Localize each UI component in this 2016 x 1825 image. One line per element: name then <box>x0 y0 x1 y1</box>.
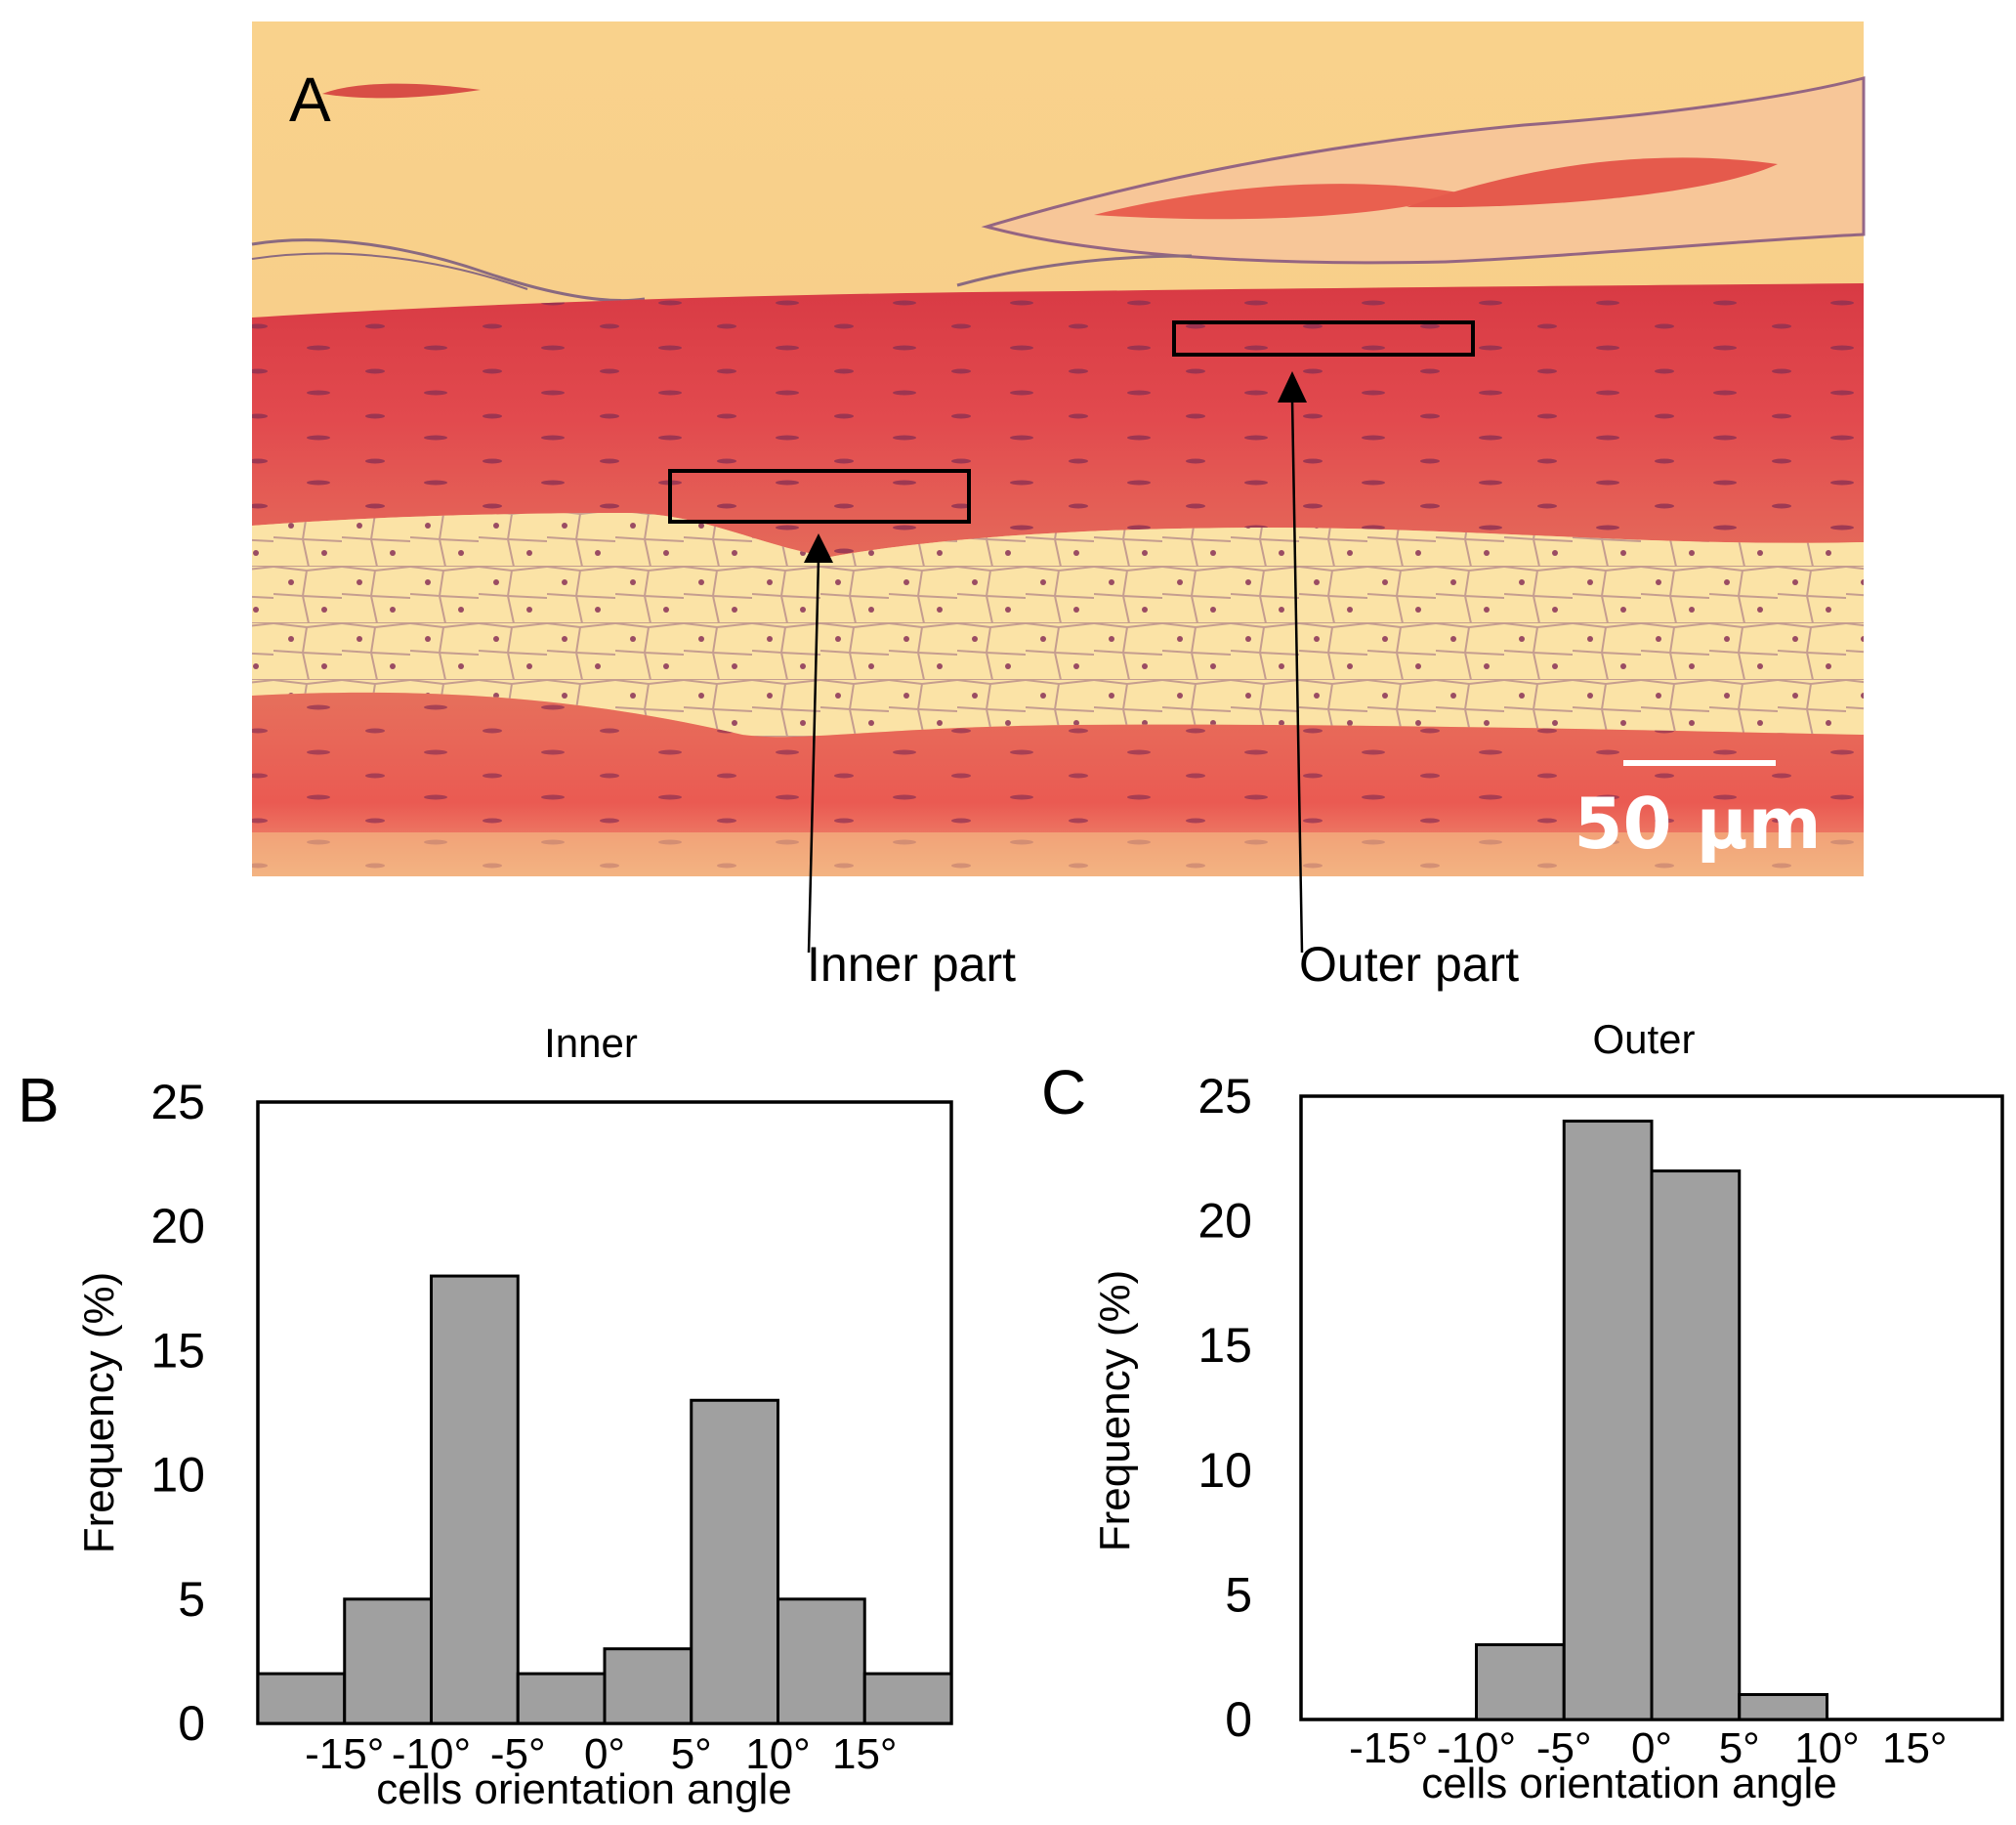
x-tick-label: 10° <box>1794 1724 1860 1772</box>
chart-outer-y-label: Frequency (%) <box>1091 1270 1139 1552</box>
chart-outer-x-label: cells orientation angle <box>1421 1760 1837 1807</box>
chart-inner-y-axis: 0 5 10 15 20 25 <box>150 1075 205 1751</box>
x-tick-label: -5° <box>1536 1724 1592 1772</box>
inner-part-label: Inner part <box>807 937 1016 992</box>
y-tick-label: 5 <box>1225 1567 1252 1622</box>
histogram-bar <box>1475 1642 1566 1721</box>
y-tick-label: 20 <box>1197 1194 1252 1249</box>
x-tick-label: -15° <box>1349 1724 1428 1772</box>
chart-inner-title: Inner <box>544 1020 638 1066</box>
histogram-bar <box>430 1274 520 1725</box>
micrograph: 50 µm A <box>251 21 1866 954</box>
y-tick-label: 0 <box>178 1696 205 1751</box>
x-tick-label: 0° <box>1631 1724 1672 1772</box>
chart-inner: B Inner 0 5 10 15 20 25 -15° -10° -5° 0° 5° 10° 15°… <box>18 1020 953 1813</box>
chart-outer-bars <box>1475 1120 1828 1721</box>
histogram-bar <box>603 1647 693 1725</box>
cartilage-layer <box>252 513 1864 738</box>
y-tick-label: 10 <box>150 1448 205 1503</box>
chart-outer-x-axis: -15° -10° -5° 0° 5° 10° 15° <box>1349 1724 1947 1772</box>
chart-outer-title: Outer <box>1592 1016 1695 1062</box>
inner-region-box <box>668 469 971 524</box>
x-tick-label: 5° <box>1719 1724 1760 1772</box>
y-tick-label: 20 <box>150 1199 205 1253</box>
histogram-bar <box>516 1672 607 1725</box>
x-tick-label: -15° <box>305 1730 384 1778</box>
scale-bar-label: 50 µm <box>1574 783 1821 865</box>
outer-arrowhead <box>1278 371 1307 403</box>
y-tick-label: 5 <box>178 1572 205 1627</box>
chart-outer-y-axis: 0 5 10 15 20 25 <box>1197 1069 1252 1747</box>
x-tick-label: 5° <box>671 1730 712 1778</box>
y-tick-label: 0 <box>1225 1692 1252 1747</box>
y-tick-label: 25 <box>1197 1069 1252 1124</box>
x-tick-label: -5° <box>490 1730 546 1778</box>
x-tick-label: -10° <box>1437 1724 1516 1772</box>
panel-c-letter: C <box>1041 1057 1086 1127</box>
histogram-bar <box>1738 1692 1828 1721</box>
chart-inner-x-label: cells orientation angle <box>376 1765 792 1813</box>
outer-part-label: Outer part <box>1299 937 1519 992</box>
histogram-bar <box>1650 1169 1742 1721</box>
inner-arrowhead <box>804 533 833 563</box>
histogram-bar <box>343 1597 433 1725</box>
y-tick-label: 10 <box>1197 1443 1252 1498</box>
histogram-bar <box>777 1597 866 1725</box>
histogram-bar <box>690 1398 779 1725</box>
panel-b-letter: B <box>18 1065 60 1135</box>
x-tick-label: -10° <box>392 1730 471 1778</box>
x-tick-label: 15° <box>832 1730 898 1778</box>
chart-inner-bars <box>256 1274 953 1725</box>
histogram-bar <box>1562 1120 1654 1721</box>
x-tick-label: 15° <box>1882 1724 1948 1772</box>
x-tick-label: 10° <box>745 1730 811 1778</box>
chart-inner-y-label: Frequency (%) <box>75 1272 123 1554</box>
histogram-bar <box>256 1672 347 1725</box>
inner-arrow <box>807 558 820 954</box>
outer-arrow <box>1290 398 1304 954</box>
y-tick-label: 25 <box>150 1075 205 1129</box>
outer-region-box <box>1172 320 1475 357</box>
chart-inner-x-axis: -15° -10° -5° 0° 5° 10° 15° <box>305 1730 897 1778</box>
x-tick-label: 0° <box>584 1730 625 1778</box>
y-tick-label: 15 <box>1197 1318 1252 1373</box>
panel-a-letter: A <box>289 64 331 135</box>
chart-outer: C Outer 0 5 10 15 20 25 -15° -10° -5° 0° 5° 10° 15°… <box>1041 1016 2004 1807</box>
histogram-bar <box>862 1672 953 1725</box>
y-tick-label: 15 <box>150 1323 205 1378</box>
